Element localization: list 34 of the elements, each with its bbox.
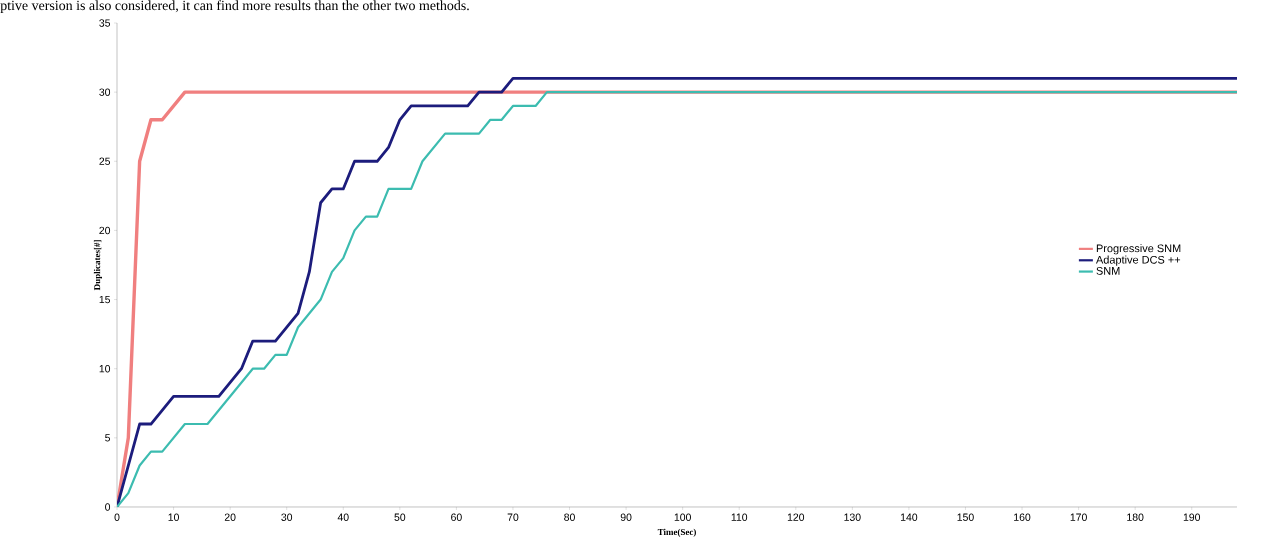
x-tick-label: 60 (451, 513, 462, 521)
x-tick-label: 190 (1183, 513, 1201, 521)
y-tick-label: 35 (99, 19, 111, 27)
legend-label: Progressive SNM (1096, 244, 1181, 255)
x-tick-label: 150 (957, 513, 974, 521)
legend-label: Adaptive DCS ++ (1095, 255, 1181, 266)
x-tick-label: 110 (731, 513, 748, 521)
y-tick-label: 5 (105, 434, 111, 442)
x-tick-label: 100 (674, 513, 691, 521)
x-tick-label: 130 (844, 513, 861, 521)
x-tick-label: 10 (168, 513, 179, 521)
legend-label: SNM (1096, 267, 1120, 275)
x-tick-label: 70 (507, 513, 519, 521)
y-tick-label: 20 (99, 226, 111, 235)
x-tick-label: 50 (394, 513, 406, 521)
x-tick-label: 180 (1127, 513, 1144, 521)
x-tick-label: 120 (787, 513, 805, 521)
y-tick-label: 25 (99, 157, 111, 165)
x-tick-label: 170 (1070, 513, 1087, 521)
x-tick-label: 30 (281, 513, 293, 521)
x-tick-label: 0 (114, 513, 120, 521)
x-axis-title: Time(Sec) (657, 528, 696, 537)
y-tick-label: 30 (99, 88, 111, 96)
x-tick-label: 20 (224, 513, 236, 521)
y-tick-label: 0 (105, 503, 111, 511)
x-tick-label: 40 (337, 513, 349, 521)
x-tick-label: 160 (1014, 513, 1031, 521)
y-axis-title: Duplicates[#] (93, 240, 103, 291)
text: ptive version is also considered, it can find more results than the other two methods. (0, 0, 469, 13)
y-tick-label: 15 (99, 295, 111, 304)
y-tick-label: 10 (99, 365, 111, 373)
x-tick-label: 90 (620, 513, 632, 521)
x-tick-label: 140 (900, 513, 918, 521)
x-tick-label: 80 (564, 513, 575, 521)
